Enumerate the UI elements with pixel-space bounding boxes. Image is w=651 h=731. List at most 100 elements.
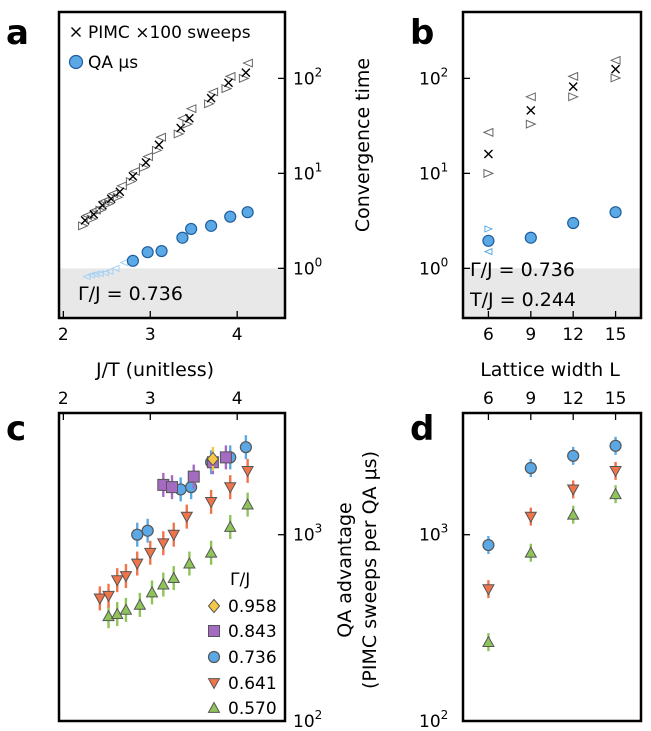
data-point-0.843 xyxy=(166,481,178,494)
data-point-0.641 xyxy=(482,584,495,596)
data-point-0.641 xyxy=(223,482,237,494)
data-point-0.570 xyxy=(482,635,495,648)
pimc-point xyxy=(526,105,536,115)
b-annotation-1: Γ/J = 0.736 xyxy=(470,259,575,281)
qa-faint-marker xyxy=(119,258,129,267)
x-tick-label: 2 xyxy=(58,325,69,345)
pimc-point xyxy=(241,68,251,78)
pimc-point xyxy=(154,140,164,150)
y-tick-label: 100 xyxy=(419,255,448,279)
pimc-upper-marker xyxy=(525,92,536,102)
qa-faint-marker xyxy=(483,247,493,256)
data-point-0.570 xyxy=(609,487,622,500)
y-tick-label: 100 xyxy=(293,255,322,279)
pimc-lower-marker xyxy=(238,73,250,83)
data-point-0.570 xyxy=(566,508,580,520)
y-tick-label: 102 xyxy=(419,708,448,731)
pimc-lower-marker xyxy=(138,163,150,173)
legend-marker-0.641 xyxy=(207,678,221,690)
x-tick-label: 2 xyxy=(58,389,69,409)
y-tick-label: 102 xyxy=(293,708,322,731)
data-point-0.736 xyxy=(567,449,580,462)
legend-marker-0.958 xyxy=(207,598,221,614)
qa-point xyxy=(205,219,218,232)
shaded-region xyxy=(59,268,285,318)
pimc-lower-marker xyxy=(221,84,233,94)
a-xlabel: J/T (unitless) xyxy=(95,359,214,381)
qa-point xyxy=(482,234,495,247)
panel-b-frame xyxy=(461,10,643,320)
data-point-0.736 xyxy=(141,524,154,537)
qa-point xyxy=(224,210,237,223)
pimc-upper-marker xyxy=(142,152,153,162)
data-point-0.736 xyxy=(185,481,198,494)
pimc-lower-marker xyxy=(173,129,185,139)
data-point-0.958 xyxy=(206,451,220,467)
x-tick-label: 15 xyxy=(605,389,627,409)
panel-d: 6 9 12 15 102 103 xyxy=(419,389,643,731)
x-tick-label: 3 xyxy=(145,389,156,409)
pimc-point xyxy=(568,82,578,92)
pimc-point xyxy=(106,194,116,204)
legend-marker-0.843 xyxy=(208,625,220,637)
y-tick-label: 103 xyxy=(293,522,322,546)
pimc-point xyxy=(115,187,125,197)
panel-letter-d: d xyxy=(410,409,434,449)
pimc-lower-marker xyxy=(568,92,579,102)
qa-point xyxy=(609,206,622,219)
legend-pimc-marker xyxy=(71,27,81,37)
qa-point xyxy=(524,231,537,244)
data-point-0.570 xyxy=(156,578,170,590)
x-tick-label: 15 xyxy=(605,325,627,345)
pimc-point xyxy=(206,93,216,103)
pimc-point xyxy=(611,64,621,74)
x-tick-label: 6 xyxy=(483,389,494,409)
pimc-point xyxy=(128,171,138,181)
pimc-upper-marker xyxy=(155,132,166,142)
pimc-lower-marker xyxy=(204,99,215,109)
legend-qa-marker xyxy=(68,54,84,70)
panel-a-frame xyxy=(57,10,287,320)
qa-point xyxy=(126,254,139,267)
data-point-0.570 xyxy=(133,598,147,610)
data-point-0.570 xyxy=(241,498,254,510)
pimc-point xyxy=(224,78,233,88)
pimc-lower-marker xyxy=(610,73,622,83)
qa-point xyxy=(185,222,198,236)
qa-point xyxy=(176,231,189,244)
pimc-point xyxy=(184,113,194,123)
data-point-0.641 xyxy=(204,496,218,509)
y-tick-label: 101 xyxy=(419,160,448,184)
pimc-lower-marker xyxy=(182,119,194,129)
data-point-0.843 xyxy=(219,451,232,464)
data-point-0.641 xyxy=(180,511,194,524)
pimc-point xyxy=(141,158,151,168)
data-point-0.641 xyxy=(110,575,124,587)
pimc-lower-marker xyxy=(483,168,495,178)
pimc-upper-marker xyxy=(224,71,236,81)
x-tick-label: 4 xyxy=(232,325,243,345)
panel-c-frame xyxy=(57,411,287,723)
data-point-0.641 xyxy=(143,547,157,560)
cd-ylabel-line2: (PIMC sweeps per QA μs) xyxy=(359,451,381,689)
qa-faint-marker xyxy=(110,264,120,273)
legend-title: Γ/J xyxy=(230,570,250,590)
data-point-0.570 xyxy=(167,571,181,583)
pimc-point xyxy=(483,149,493,159)
qa-faint-marker xyxy=(104,267,114,276)
qa-point xyxy=(155,244,168,258)
data-point-0.641 xyxy=(102,590,115,603)
panel-letter-a: a xyxy=(6,13,29,53)
data-point-0.736 xyxy=(482,538,495,552)
data-point-0.641 xyxy=(130,558,144,571)
qa-point xyxy=(567,216,580,230)
b-annotation-2: T/J = 0.244 xyxy=(469,289,576,311)
x-tick-label: 12 xyxy=(562,325,584,345)
panel-letter-c: c xyxy=(6,409,26,449)
pimc-lower-marker xyxy=(525,119,537,129)
qa-point xyxy=(241,206,254,219)
legend-pimc-label: PIMC ×100 sweeps xyxy=(88,23,251,43)
legend-qa-label: QA μs xyxy=(88,53,138,73)
x-tick-label: 4 xyxy=(232,389,243,409)
